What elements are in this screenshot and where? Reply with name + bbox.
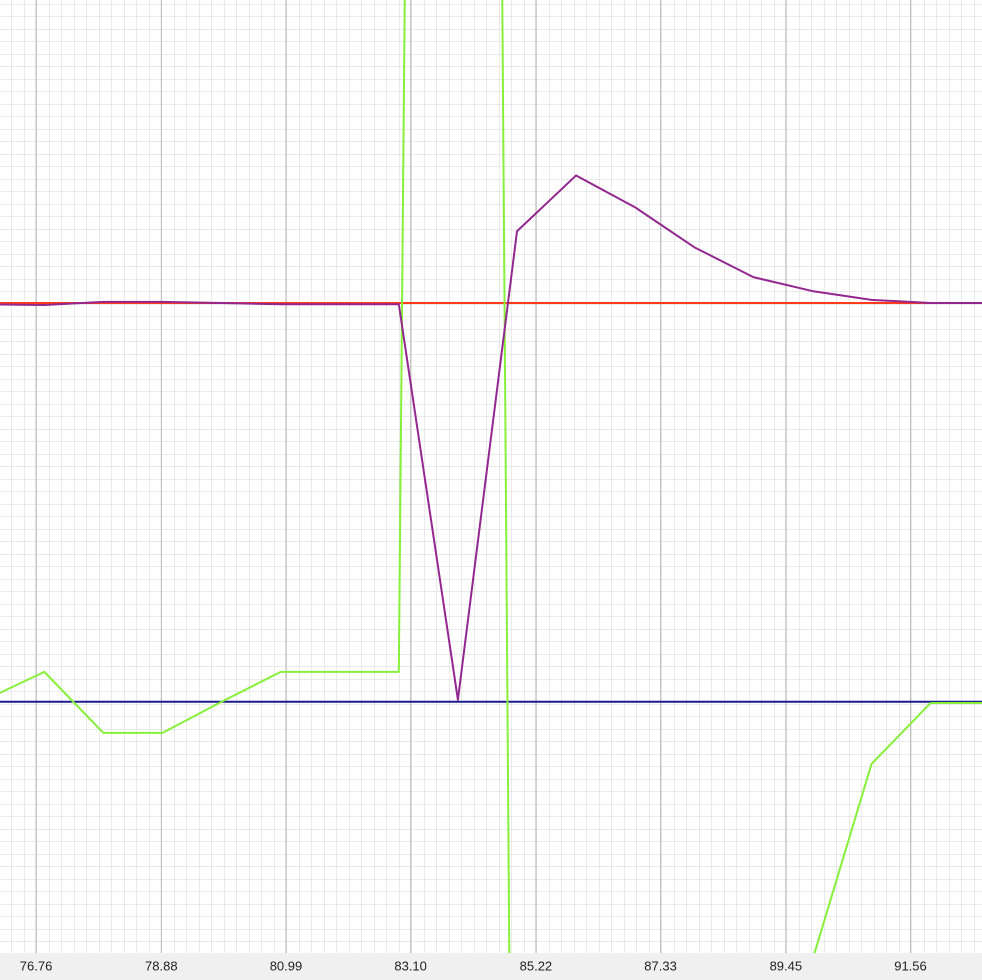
series-line <box>0 174 982 701</box>
x-tick-label: 76.76 <box>20 958 53 973</box>
minor-grid <box>0 0 982 953</box>
x-tick-label: 85.22 <box>520 958 553 973</box>
x-tick-label: 78.88 <box>145 958 178 973</box>
x-tick-label: 87.33 <box>644 958 677 973</box>
x-axis-strip <box>0 953 982 980</box>
x-axis: 76.76 78.88 80.99 83.10 85.22 87.33 89.45 91.56 <box>20 958 927 973</box>
x-tick-label: 89.45 <box>770 958 803 973</box>
x-tick-label: 91.56 <box>894 958 927 973</box>
x-tick-label: 80.99 <box>270 958 303 973</box>
x-tick-label: 83.10 <box>394 958 427 973</box>
